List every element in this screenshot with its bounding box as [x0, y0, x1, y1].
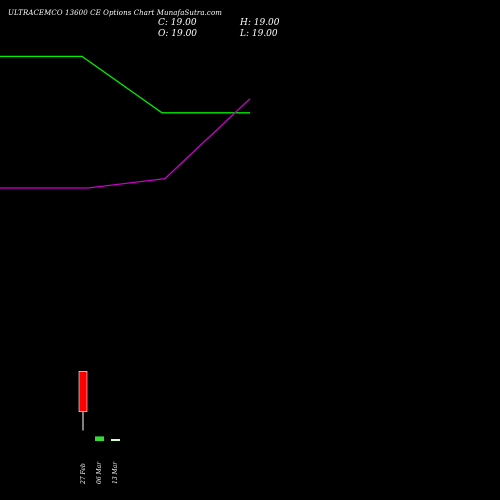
series-line-1 — [0, 98, 251, 189]
volume-bar-0 — [95, 436, 104, 441]
low-value: L: 19.00 — [240, 29, 278, 39]
close-value: C: 19.00 — [158, 18, 197, 28]
x-tick-label: 13 Mar — [112, 461, 119, 484]
open-value: O: 19.00 — [158, 29, 198, 39]
x-tick-label: 06 Mar — [96, 461, 103, 484]
candle-body-0 — [78, 370, 88, 413]
x-tick-label: 27 Feb — [80, 463, 87, 485]
series-line-0 — [0, 55, 250, 114]
volume-bar-1 — [111, 439, 120, 441]
chart-title: ULTRACEMCO 13600 CE Options Chart Munafa… — [8, 9, 222, 17]
high-value: H: 19.00 — [240, 18, 280, 28]
